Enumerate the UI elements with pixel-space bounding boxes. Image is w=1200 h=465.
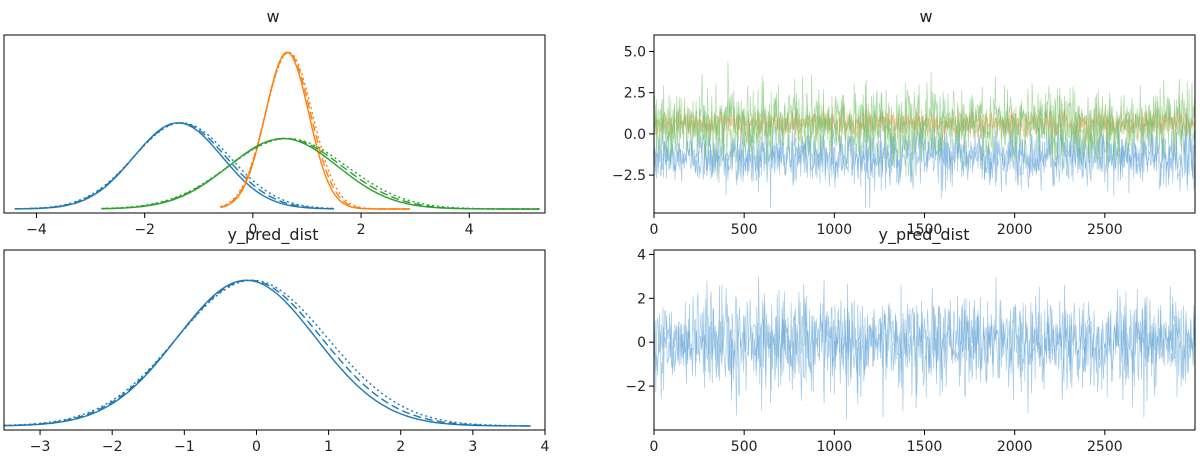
trace-line-green: [653, 61, 1196, 180]
density-curve-blue: [14, 122, 334, 210]
ytick-label: −2.5: [612, 168, 646, 184]
density-curve-green: [101, 137, 540, 210]
density-w-panel: w −4 −2 0 2 4: [3, 7, 546, 238]
trace-w-lines: [653, 61, 1196, 209]
trace-w-title: w: [919, 7, 932, 26]
xtick-label: −4: [26, 222, 47, 238]
trace-line-blue: [653, 108, 1196, 209]
xtick-label: −1: [174, 439, 195, 455]
xtick-label: 500: [731, 222, 758, 238]
density-curve-blue: [3, 279, 531, 427]
density-w-curves: [14, 51, 540, 210]
ytick-label: 2.5: [624, 86, 646, 102]
xtick-label: 2: [396, 439, 405, 455]
xtick-label: 500: [731, 439, 758, 455]
ytick-label: 0: [637, 335, 646, 351]
xtick-label: 4: [541, 439, 550, 455]
trace-y-pred-dist-panel: 0 500 1000 1500 2000 2500 4 2 0 −2 y_pred_dist: [625, 225, 1196, 455]
trace-w-panel: w 0 500 1000 1500 2000 2500 5.0 2.5 0.0 −2.5: [612, 7, 1196, 238]
ytick-label: 0.0: [624, 127, 646, 143]
xtick-label: 0: [252, 439, 261, 455]
xtick-label: 1: [324, 439, 333, 455]
density-w-title: w: [266, 7, 279, 26]
density-y-pred-dist-xticks: −3 −2 −1 0 1 2 3 4: [30, 430, 550, 455]
density-curve-blue: [4, 279, 531, 427]
density-curve-blue: [14, 122, 335, 210]
density-curve-blue: [14, 122, 335, 210]
density-curve-green: [101, 137, 540, 210]
xtick-label: 1500: [907, 439, 943, 455]
xtick-label: 2500: [1087, 222, 1123, 238]
ytick-label: 5.0: [624, 44, 646, 60]
xtick-label: 0: [650, 222, 659, 238]
density-y-pred-dist-panel: −3 −2 −1 0 1 2 3 4 y_pred_dist: [3, 225, 550, 455]
ytick-label: −2: [625, 379, 646, 395]
trace-line-green: [653, 74, 1196, 175]
density-curve-green: [101, 137, 540, 210]
trace-y-pred-dist-ticks: 0 500 1000 1500 2000 2500 4 2 0 −2: [625, 247, 1122, 455]
ytick-label: 2: [637, 291, 646, 307]
density-w-xticks: −4 −2 0 2 4: [26, 213, 474, 238]
density-y-pred-dist-curves: [3, 279, 531, 427]
density-y-pred-dist-axes-frame: [3, 249, 546, 431]
trace-w-ticks: 0 500 1000 1500 2000 2500 5.0 2.5 0.0 −2.5: [612, 44, 1123, 238]
trace-y-pred-dist-lines: [653, 276, 1196, 420]
xtick-label: 4: [465, 222, 474, 238]
xtick-label: −2: [134, 222, 155, 238]
xtick-label: 3: [468, 439, 477, 455]
xtick-label: 1500: [907, 222, 943, 238]
density-w-axes-frame: [3, 34, 546, 214]
xtick-label: 0: [248, 222, 257, 238]
trace-line-blue: [653, 276, 1196, 420]
density-y-pred-dist-title: y_pred_dist: [227, 225, 318, 245]
xtick-label: −2: [102, 439, 123, 455]
xtick-label: 0: [650, 439, 659, 455]
ytick-label: 4: [637, 247, 646, 263]
xtick-label: 1000: [817, 222, 853, 238]
xtick-label: 2000: [997, 222, 1033, 238]
xtick-label: 2000: [997, 439, 1033, 455]
density-curve-orange: [220, 51, 410, 210]
xtick-label: 2500: [1087, 439, 1123, 455]
xtick-label: 1000: [817, 439, 853, 455]
xtick-label: 2: [357, 222, 366, 238]
trace-y-pred-dist-title: y_pred_dist: [878, 225, 969, 245]
xtick-label: −3: [30, 439, 51, 455]
density-curve-blue: [3, 279, 531, 427]
